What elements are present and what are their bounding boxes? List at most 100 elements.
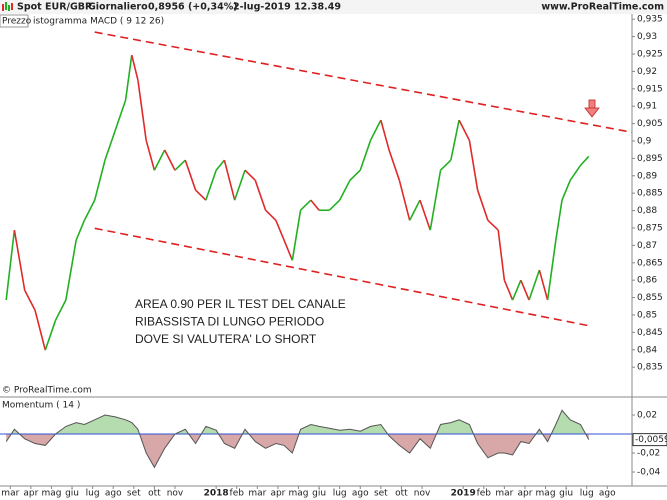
price-segment <box>458 119 471 141</box>
x-tick-label: ago <box>105 489 122 499</box>
y-tick-label: 0,87 <box>637 241 657 251</box>
price-segment <box>569 164 582 181</box>
x-tick-label: nov <box>167 489 184 499</box>
price-segment <box>205 169 217 201</box>
header-bar <box>0 0 667 14</box>
momentum-title: Momentum ( 14 ) <box>2 401 80 411</box>
price-segment <box>359 140 372 171</box>
price-segment <box>233 169 246 201</box>
price-segment <box>538 269 549 301</box>
price-segment <box>145 140 156 171</box>
y-tick-label: 0,935 <box>637 15 663 25</box>
price-segment <box>429 170 442 231</box>
price-segment <box>124 54 133 101</box>
y-tick-label: 0,92 <box>637 67 657 77</box>
price-segment <box>34 309 47 351</box>
x-tick-label: giu <box>559 489 573 499</box>
y-tick-label: 0,02 <box>637 411 657 421</box>
price-segment <box>328 199 341 211</box>
price-segment <box>163 149 176 171</box>
panel-tab[interactable] <box>0 14 29 28</box>
price-segment <box>450 119 460 161</box>
x-tick-label: mar <box>495 489 513 499</box>
price-segment <box>369 119 382 141</box>
price-segment <box>54 299 67 321</box>
price-segment <box>546 240 557 301</box>
app-icon <box>2 2 13 11</box>
price-segment <box>195 189 207 201</box>
y-tick-label: 0,925 <box>637 50 663 60</box>
y-tick-label: 0,835 <box>637 363 663 373</box>
x-tick-label: apr <box>23 489 38 499</box>
momentum-area-negative <box>6 434 589 468</box>
price-segment <box>349 169 361 181</box>
price-segment <box>93 159 106 201</box>
x-tick-label: ago <box>352 489 369 499</box>
panel-label: Prezzo <box>2 17 32 27</box>
copyright: © ProRealTime.com <box>2 386 92 396</box>
price-segment <box>300 199 312 211</box>
y-tick-label: 0,895 <box>637 154 663 164</box>
x-tick-label: nov <box>414 489 431 499</box>
price-segment <box>503 279 514 301</box>
period: Giornaliero <box>88 2 148 13</box>
price-segment <box>468 140 479 191</box>
price-segment <box>497 229 506 281</box>
y-tick-label: 0,875 <box>637 223 663 233</box>
x-tick-label: mag <box>41 489 61 499</box>
x-tick-label: lug <box>580 489 594 499</box>
price-segment <box>153 149 166 171</box>
x-tick-label: feb <box>477 489 492 499</box>
y-tick-label: 0,93 <box>637 32 657 42</box>
x-tick-label: apr <box>517 489 532 499</box>
x-tick-label: lug <box>86 489 100 499</box>
trend-line <box>94 227 591 327</box>
price-segment <box>561 180 571 201</box>
alert-arrow[interactable] <box>584 99 600 118</box>
y-tick-label: 0,85 <box>637 310 657 320</box>
price-segment <box>174 159 186 171</box>
price-segment <box>130 54 139 81</box>
quote: 0,8956 (+0,34%) <box>148 2 238 13</box>
price-segment <box>408 199 421 221</box>
price-segment <box>291 210 302 261</box>
price-segment <box>104 129 117 161</box>
price-segment <box>254 180 267 211</box>
price-segment <box>13 229 26 291</box>
y-tick-label: 0,885 <box>637 189 663 199</box>
y-tick-label: 0,905 <box>637 119 663 129</box>
price-segment <box>244 169 256 181</box>
price-segment <box>23 289 36 311</box>
price-segment <box>520 279 530 301</box>
price-segment <box>223 159 236 201</box>
x-tick-label: giu <box>312 489 326 499</box>
y-tick-label: 0,9 <box>637 137 652 147</box>
price-segment <box>398 180 411 221</box>
price-segment <box>275 220 285 241</box>
indicator-label: istogramma MACD ( 9 12 26) <box>33 17 164 27</box>
price-segment <box>283 239 294 261</box>
y-tick-label: 0,915 <box>637 84 663 94</box>
datetime: 2-lug-2019 12.38.49 <box>233 2 341 13</box>
last-value-box <box>632 433 667 447</box>
x-tick-label: 2018 <box>204 489 229 499</box>
price-segment <box>137 80 147 141</box>
price-segment <box>5 229 16 301</box>
price-segment <box>184 159 197 191</box>
price-segment <box>338 179 351 201</box>
price-series <box>5 54 590 351</box>
x-tick-label: apr <box>270 489 285 499</box>
price-segment <box>265 209 277 221</box>
x-tick-label: ott <box>395 489 408 499</box>
price-segment <box>75 220 86 241</box>
price-segment <box>487 219 499 231</box>
price-segment <box>310 199 320 211</box>
symbol: Spot EUR/GBP <box>17 2 92 13</box>
price-segment <box>511 279 522 301</box>
trend-line <box>94 31 633 134</box>
x-tick-label: mag <box>536 489 556 499</box>
price-segment <box>439 159 452 171</box>
price-segment <box>476 189 489 221</box>
price-segment <box>215 159 226 171</box>
